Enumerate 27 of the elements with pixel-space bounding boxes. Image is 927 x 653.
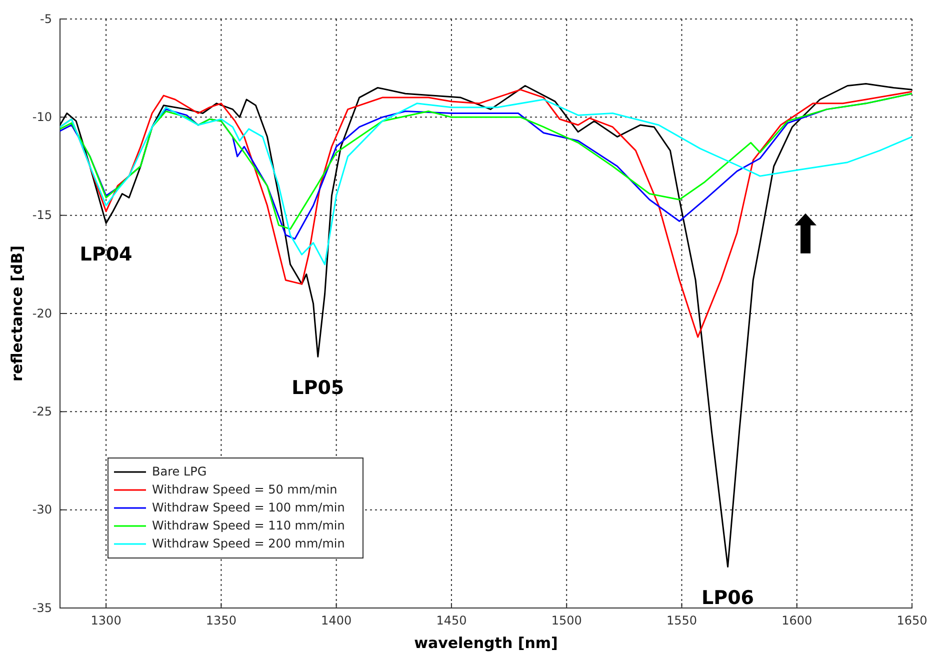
x-axis-title: wavelength [nm] (414, 634, 558, 652)
x-tick-label: 1350 (206, 614, 236, 628)
y-tick-label: -20 (32, 306, 52, 320)
y-tick-label: -30 (32, 502, 52, 517)
x-tick-label: 1300 (90, 614, 122, 628)
line-series (60, 83, 912, 568)
legend-label: Withdraw Speed = 50 mm/min (152, 482, 338, 496)
y-tick-label: -10 (32, 110, 52, 124)
y-tick-label: -15 (32, 208, 52, 222)
x-tick-label: 1450 (436, 614, 467, 628)
legend-label: Withdraw Speed = 200 mm/min (152, 536, 345, 550)
line-series (60, 98, 912, 266)
y-tick-label: -25 (32, 404, 52, 419)
x-tick-label: 1400 (321, 614, 352, 628)
x-tick-label: 1600 (782, 614, 812, 628)
legend-label: Withdraw Speed = 100 mm/min (152, 500, 345, 514)
annotation: LP06 (702, 586, 754, 609)
annotation: LP05 (292, 376, 344, 399)
legend-label: Bare LPG (152, 464, 207, 478)
y-axis-title: reflectance [dB] (8, 246, 26, 382)
x-tick-label: 1550 (666, 614, 698, 628)
legend-label: Withdraw Speed = 110 mm/min (152, 518, 345, 532)
y-tick-label: -5 (40, 12, 52, 26)
y-tick-label: -35 (32, 600, 52, 615)
x-tick-label: 1500 (551, 614, 582, 628)
x-tick-label: 1650 (896, 614, 927, 628)
annotation: LP04 (80, 243, 132, 266)
